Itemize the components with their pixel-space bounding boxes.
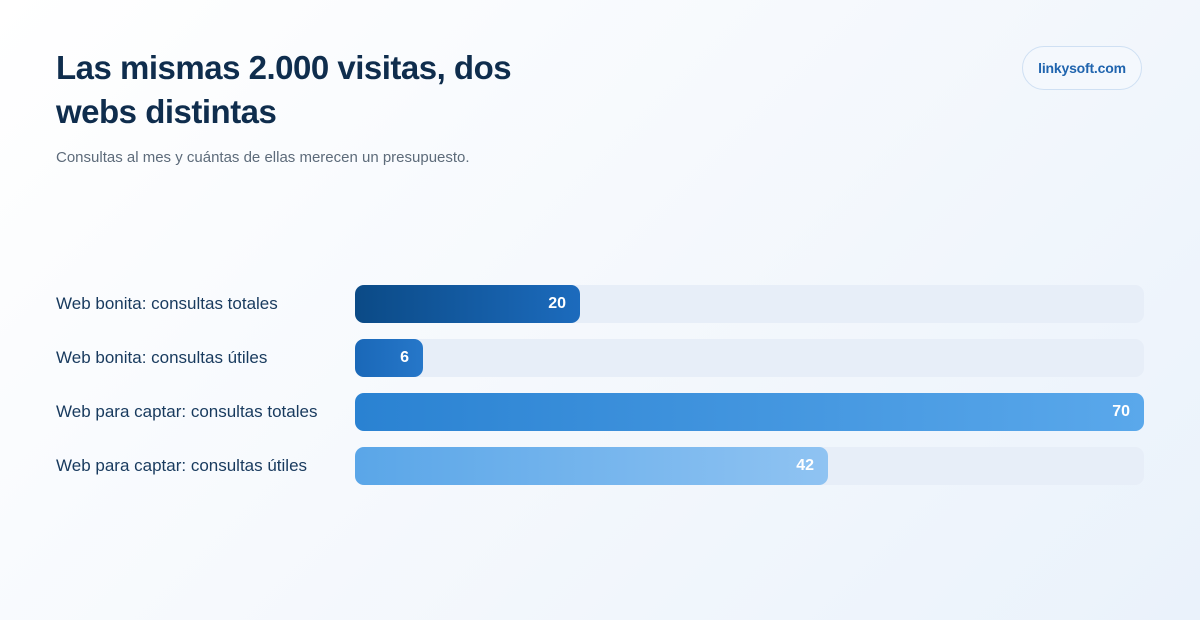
bar: 6 bbox=[355, 339, 423, 377]
bar-track: 6 bbox=[355, 339, 1144, 377]
bar-track: 20 bbox=[355, 285, 1144, 323]
bar-row: Web para captar: consultas útiles 42 bbox=[56, 447, 1144, 485]
bar-category-label: Web bonita: consultas totales bbox=[56, 294, 278, 313]
bar-row: Web bonita: consultas totales 20 bbox=[56, 285, 1144, 323]
bar-track: 42 bbox=[355, 447, 1144, 485]
bar-value-label: 20 bbox=[548, 295, 566, 312]
bar-value-label: 42 bbox=[796, 457, 814, 474]
bar-category-label: Web bonita: consultas útiles bbox=[56, 348, 268, 367]
bar: 70 bbox=[355, 393, 1144, 431]
page-subtitle: Consultas al mes y cuántas de ellas mere… bbox=[56, 149, 470, 166]
bar-row: Web para captar: consultas totales 70 bbox=[56, 393, 1144, 431]
bar: 20 bbox=[355, 285, 580, 323]
bar: 42 bbox=[355, 447, 828, 485]
bar-row: Web bonita: consultas útiles 6 bbox=[56, 339, 1144, 377]
page-title: Las mismas 2.000 visitas, dos webs disti… bbox=[56, 49, 512, 130]
bar-track: 70 bbox=[355, 393, 1144, 431]
bar-value-label: 6 bbox=[400, 349, 409, 366]
bar-category-label: Web para captar: consultas totales bbox=[56, 402, 318, 421]
bar-category-label: Web para captar: consultas útiles bbox=[56, 456, 308, 475]
brand-badge[interactable]: linkysoft.com bbox=[1022, 46, 1142, 90]
bar-value-label: 70 bbox=[1112, 403, 1130, 420]
